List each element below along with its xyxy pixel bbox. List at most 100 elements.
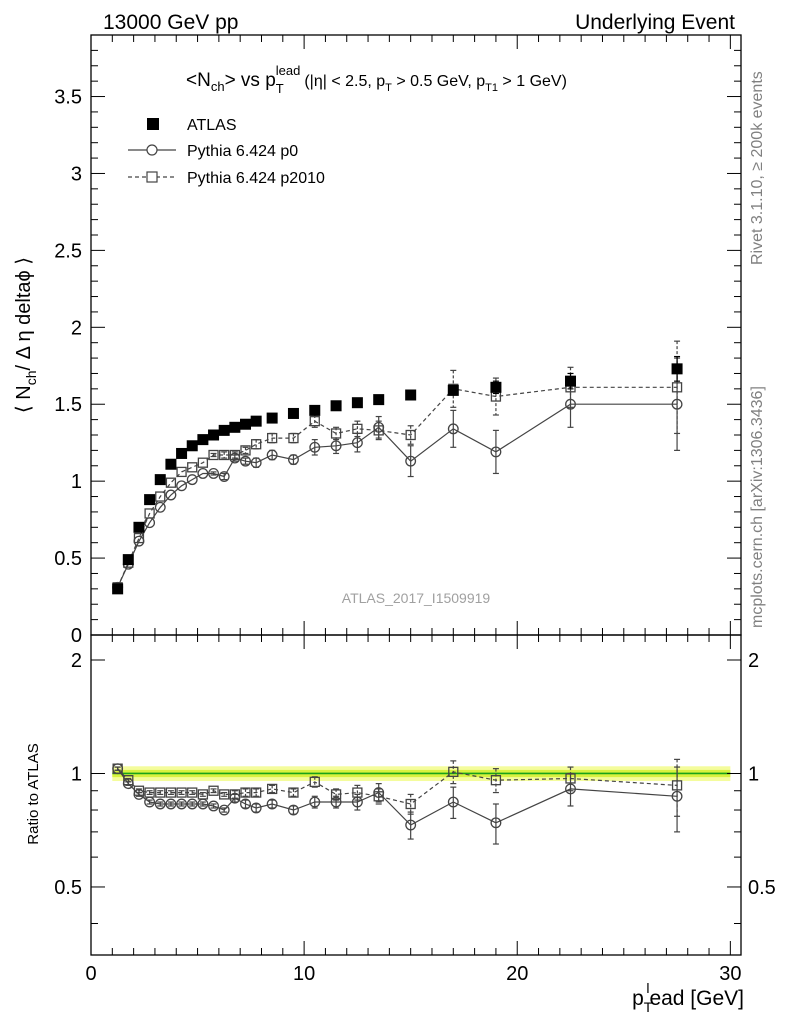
p2010-point [187,462,198,473]
p0-point [373,421,385,433]
ratio-p0-point [671,790,683,802]
p2010-point [155,491,166,502]
p0-point [266,449,278,461]
ratio-y-tick-label-right: 2 [748,650,759,672]
atlas-point [240,418,252,430]
legend-marker-p2010 [146,171,158,183]
p0-point [218,471,230,482]
ratio-p2010-point [176,787,187,798]
atlas-point [565,375,577,387]
header-right: Underlying Event [575,11,735,34]
analysis-label: ATLAS_2017_I1509919 [342,590,491,606]
plot-title: <Nch> vs pTlead(|η| < 2.5, pT > 0.5 GeV,… [186,63,567,96]
ratio-p0-point [373,787,385,799]
ratio-y-tick-label-right: 0.5 [748,877,776,899]
legend-marker-p0 [146,144,158,156]
ratio-p0-point [112,763,124,775]
ratio-p0-point [154,798,166,810]
atlas-point [309,404,321,416]
p2010-line [117,386,678,588]
main-panel: 0 0.5 1 1.5 2 2.5 3 3.5 [54,34,742,647]
p0-line [117,403,678,588]
p2010-point [330,428,342,439]
p0-point [229,452,241,464]
ratio-p2010-point [144,787,155,798]
p2010-point [240,445,251,456]
ratio-p2010-point [187,787,198,798]
p0-point [208,468,219,479]
ratio-p0-point [288,804,299,816]
p0-point [144,517,156,529]
p0-point [186,474,198,486]
atlas-point [287,407,299,419]
ratio-panel: 0 10 20 30 0.5 0.5 1 1 2 2 [54,634,776,985]
header-left: 13000 GeV pp [103,11,238,34]
atlas-point [351,397,363,409]
legend: ATLAS Pythia 6.424 p0 Pythia 6.424 p2010 [128,117,325,187]
p2010-point [208,449,219,461]
y-tick-label: 0 [71,625,82,647]
ratio-p0-point [186,798,198,810]
ratio-p0-point [266,798,278,810]
p2010-point [251,439,262,450]
p0-point [197,468,209,479]
mcplots-label: mcplots.cern.ch [arXiv:1306.3436] [749,386,766,628]
p0-point [240,455,251,467]
legend-label-p0: Pythia 6.424 p0 [187,143,298,160]
atlas-point [405,389,417,401]
ratio-p0-point [565,783,576,795]
ratio-frame [90,634,742,956]
atlas-point [208,429,220,441]
ratio-p0-point [240,798,251,810]
legend-label-atlas: ATLAS [187,117,237,134]
ratio-y-axis-title: Ratio to ATLAS [25,743,42,844]
atlas-point [250,415,262,427]
x-tick-label: 30 [719,963,741,985]
ratio-p0-point [229,792,241,804]
p2010-point [266,432,278,444]
x-tick-label: 10 [293,963,315,985]
ratio-p2010-point [490,775,502,786]
atlas-point [266,412,278,424]
ratio-p2010-point [208,785,219,796]
atlas-point [165,458,177,470]
y-tick-label: 2.5 [54,240,82,262]
legend-label-p2010: Pythia 6.424 p2010 [187,170,325,187]
p0-point [250,457,262,469]
ratio-p2010-point [165,787,177,798]
x-tick-label: 0 [85,963,96,985]
p0-point [671,398,683,410]
p0-point [490,446,502,458]
atlas-point [176,447,188,459]
legend-marker-atlas [147,118,159,130]
y-tick-label: 0.5 [54,548,82,570]
atlas-point [122,554,134,566]
ratio-p0-point [208,800,219,812]
p2010-point [197,457,209,468]
atlas-point [373,394,385,406]
ratio-y-tick-label-right: 1 [748,763,759,785]
ratio-p2010-point [309,776,320,788]
ratio-y-tick-label: 0.5 [54,877,82,899]
p2010-point [309,416,320,427]
ratio-p0-point [197,798,209,810]
p0-point [405,455,417,467]
ratio-p0-point [133,788,145,800]
atlas-point [186,440,198,452]
ratio-p0-point [144,796,156,808]
ratio-p0-point [309,796,321,808]
ratio-p0-point [447,796,459,808]
ratio-p0-point [250,802,262,814]
p2010-point [219,449,230,461]
ratio-p0-point [165,798,177,810]
p2010-point [176,466,187,478]
ratio-p2010-point [288,787,299,798]
ratio-p0-point [218,804,230,816]
p2010-point [405,429,416,441]
atlas-point [490,381,502,393]
atlas-point [144,494,156,506]
ratio-p2010-point [197,789,209,800]
ratio-p0-point [405,819,417,831]
atlas-point [112,583,124,595]
